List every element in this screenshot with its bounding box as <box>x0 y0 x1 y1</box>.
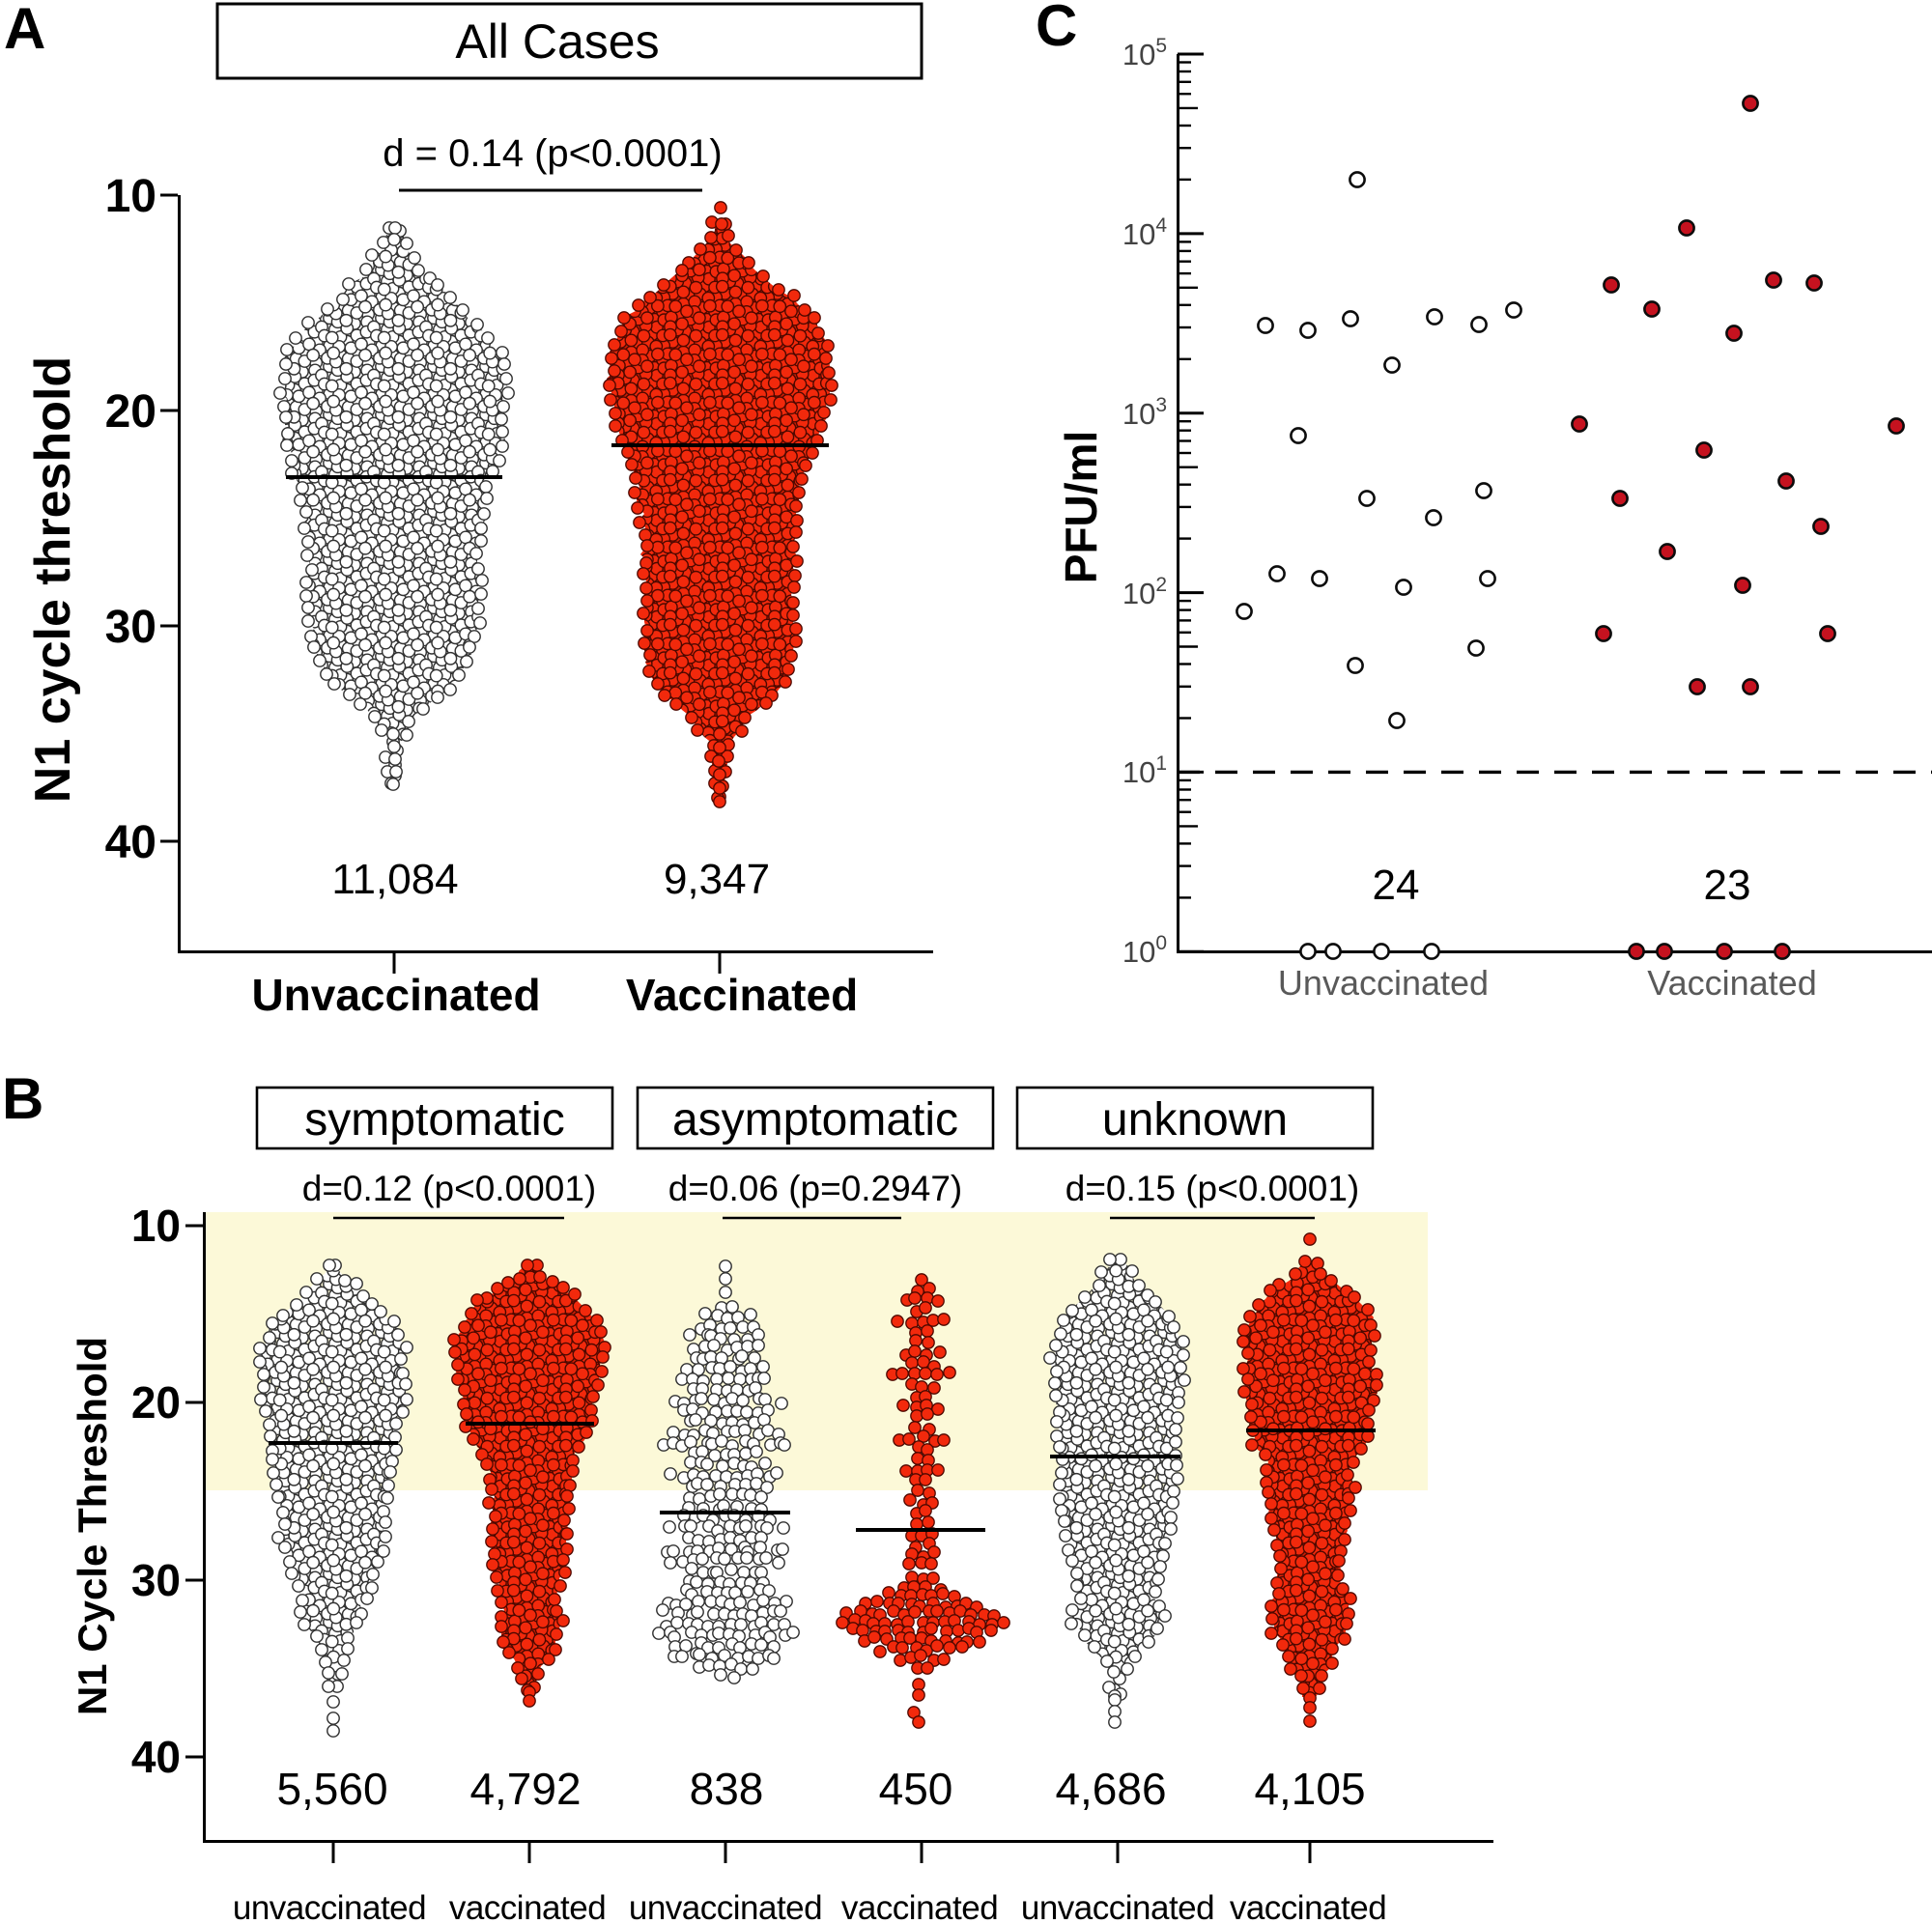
svg-text:N1 cycle threshold: N1 cycle threshold <box>25 356 81 803</box>
svg-text:unvaccinated: unvaccinated <box>629 1889 822 1924</box>
svg-text:d=0.06 (p=0.2947): d=0.06 (p=0.2947) <box>668 1169 962 1208</box>
svg-text:C: C <box>1036 0 1077 58</box>
svg-text:30: 30 <box>105 602 156 653</box>
svg-text:Vaccinated: Vaccinated <box>626 970 858 1020</box>
svg-text:102: 102 <box>1122 574 1167 610</box>
svg-text:N1 Cycle Threshold: N1 Cycle Threshold <box>70 1337 115 1715</box>
svg-text:All Cases: All Cases <box>455 14 659 69</box>
svg-text:Unvaccinated: Unvaccinated <box>1278 963 1489 1003</box>
svg-text:4,792: 4,792 <box>469 1764 581 1814</box>
svg-text:20: 20 <box>131 1377 181 1428</box>
svg-text:838: 838 <box>690 1764 764 1814</box>
svg-text:unknown: unknown <box>1102 1094 1288 1146</box>
svg-text:B: B <box>2 1066 43 1131</box>
svg-text:104: 104 <box>1122 214 1167 251</box>
svg-text:unvaccinated: unvaccinated <box>233 1889 426 1924</box>
svg-text:vaccinated: vaccinated <box>449 1889 606 1924</box>
svg-text:5,560: 5,560 <box>276 1764 387 1814</box>
svg-text:40: 40 <box>105 817 156 868</box>
svg-text:10: 10 <box>131 1201 181 1251</box>
svg-text:Unvaccinated: Unvaccinated <box>251 970 540 1020</box>
svg-text:10: 10 <box>105 171 156 222</box>
svg-text:d = 0.14 (p<0.0001): d = 0.14 (p<0.0001) <box>383 132 722 175</box>
svg-text:4,105: 4,105 <box>1254 1764 1365 1814</box>
svg-text:4,686: 4,686 <box>1055 1764 1166 1814</box>
svg-text:d=0.12 (p<0.0001): d=0.12 (p<0.0001) <box>302 1169 596 1208</box>
svg-text:vaccinated: vaccinated <box>1230 1889 1386 1924</box>
svg-text:asymptomatic: asymptomatic <box>672 1094 958 1146</box>
svg-text:vaccinated: vaccinated <box>841 1889 998 1924</box>
svg-text:23: 23 <box>1704 862 1751 909</box>
svg-text:symptomatic: symptomatic <box>304 1094 564 1146</box>
svg-text:24: 24 <box>1373 862 1420 909</box>
svg-text:PFU/ml: PFU/ml <box>1056 431 1106 583</box>
svg-text:A: A <box>4 0 45 61</box>
svg-text:40: 40 <box>131 1732 181 1782</box>
svg-text:11,084: 11,084 <box>331 856 458 903</box>
svg-text:20: 20 <box>105 386 156 438</box>
svg-text:9,347: 9,347 <box>664 856 770 903</box>
svg-text:Vaccinated: Vaccinated <box>1647 963 1816 1003</box>
svg-text:450: 450 <box>879 1764 953 1814</box>
svg-text:d=0.15 (p<0.0001): d=0.15 (p<0.0001) <box>1065 1169 1359 1208</box>
svg-text:30: 30 <box>131 1555 181 1605</box>
svg-text:unvaccinated: unvaccinated <box>1021 1889 1214 1924</box>
